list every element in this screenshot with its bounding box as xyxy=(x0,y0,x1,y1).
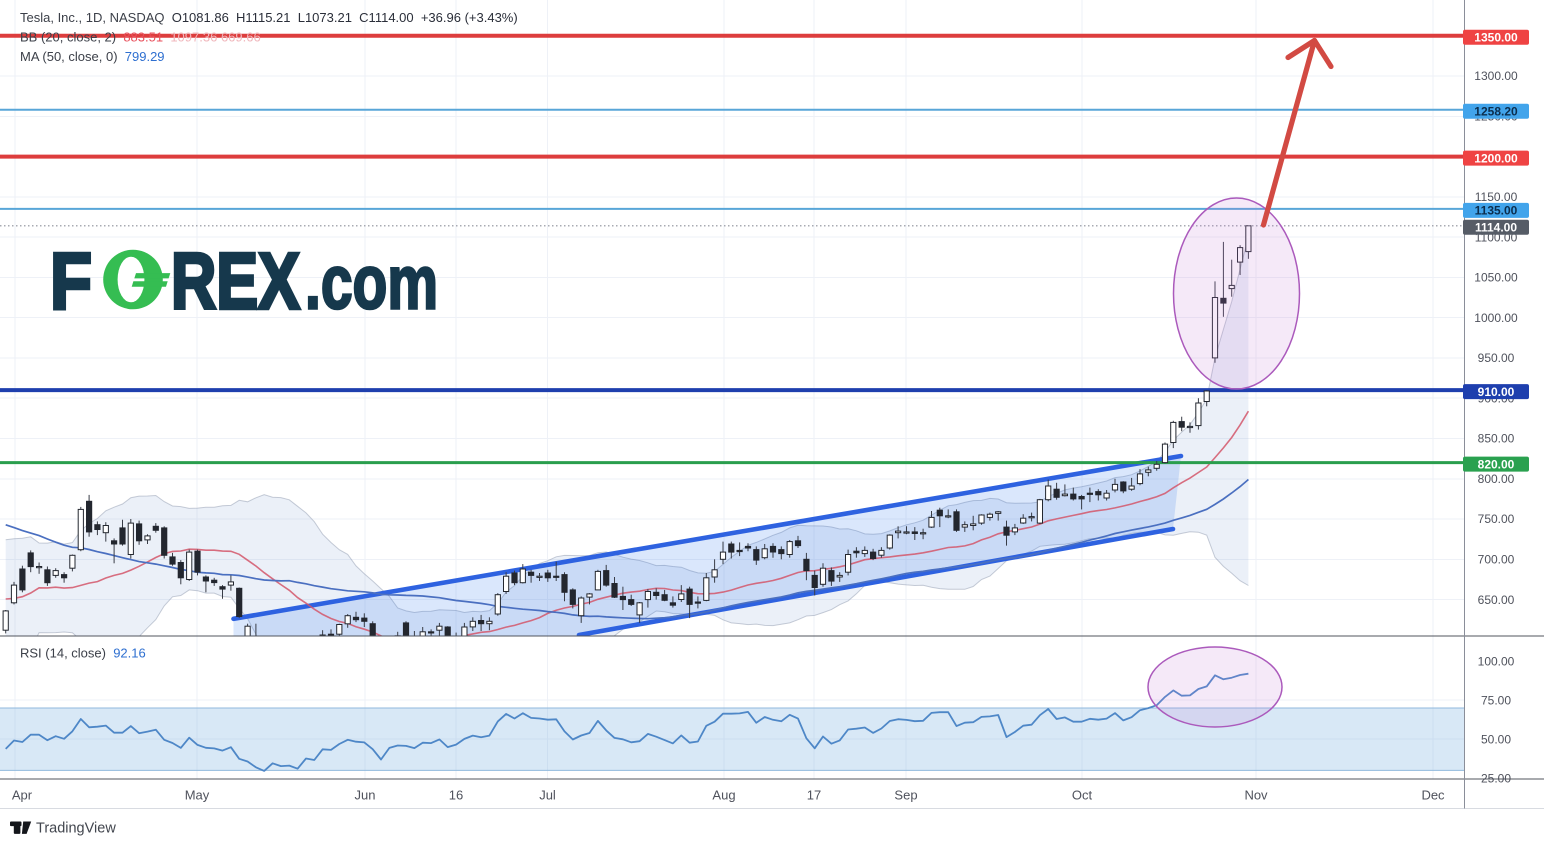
svg-text:1150.00: 1150.00 xyxy=(1475,190,1518,204)
svg-text:REX: REX xyxy=(171,237,300,326)
svg-text:75.00: 75.00 xyxy=(1481,694,1511,708)
svg-text:Aug: Aug xyxy=(712,788,735,803)
svg-text:1350.00: 1350.00 xyxy=(1474,31,1518,45)
svg-text:100.00: 100.00 xyxy=(1478,655,1515,669)
svg-text:.com: .com xyxy=(305,241,438,326)
svg-text:1300.00: 1300.00 xyxy=(1474,69,1518,83)
svg-text:MA (50, close, 0) 799.29: MA (50, close, 0) 799.29 xyxy=(20,49,165,64)
svg-text:820.00: 820.00 xyxy=(1478,457,1515,471)
svg-text:50.00: 50.00 xyxy=(1481,732,1511,746)
svg-text:1050.00: 1050.00 xyxy=(1474,271,1518,285)
svg-text:850.00: 850.00 xyxy=(1478,432,1515,446)
svg-text:1114.00: 1114.00 xyxy=(1475,221,1517,235)
svg-text:Nov: Nov xyxy=(1244,788,1268,803)
svg-text:Dec: Dec xyxy=(1421,788,1445,803)
svg-text:1000.00: 1000.00 xyxy=(1474,311,1518,325)
svg-text:Oct: Oct xyxy=(1072,788,1093,803)
svg-text:Apr: Apr xyxy=(12,788,33,803)
svg-text:650.00: 650.00 xyxy=(1478,593,1515,607)
svg-text:750.00: 750.00 xyxy=(1478,512,1515,526)
svg-text:950.00: 950.00 xyxy=(1478,351,1515,365)
svg-text:1200.00: 1200.00 xyxy=(1474,151,1518,165)
svg-text:910.00: 910.00 xyxy=(1478,385,1515,399)
svg-text:TradingView: TradingView xyxy=(36,821,116,837)
svg-text:Tesla, Inc., 1D, NASDAQ O1081: Tesla, Inc., 1D, NASDAQ O1081.86 H1115.2… xyxy=(20,10,518,25)
svg-text:Jul: Jul xyxy=(539,788,556,803)
svg-text:Sep: Sep xyxy=(894,788,917,803)
svg-text:800.00: 800.00 xyxy=(1478,472,1515,486)
svg-text:16: 16 xyxy=(449,788,463,803)
svg-text:BB (20, close, 2) 883.51 109: BB (20, close, 2) 883.51 1097.36 669.66 xyxy=(20,30,261,45)
svg-text:RSI (14, close) 92.16: RSI (14, close) 92.16 xyxy=(20,646,146,661)
svg-text:May: May xyxy=(185,788,210,803)
svg-text:17: 17 xyxy=(807,788,821,803)
svg-text:Jun: Jun xyxy=(355,788,376,803)
svg-text:1258.20: 1258.20 xyxy=(1474,105,1518,119)
svg-text:700.00: 700.00 xyxy=(1478,553,1515,567)
svg-text:1135.00: 1135.00 xyxy=(1475,204,1518,218)
svg-text:25.00: 25.00 xyxy=(1481,771,1511,785)
svg-text:F: F xyxy=(50,237,92,326)
